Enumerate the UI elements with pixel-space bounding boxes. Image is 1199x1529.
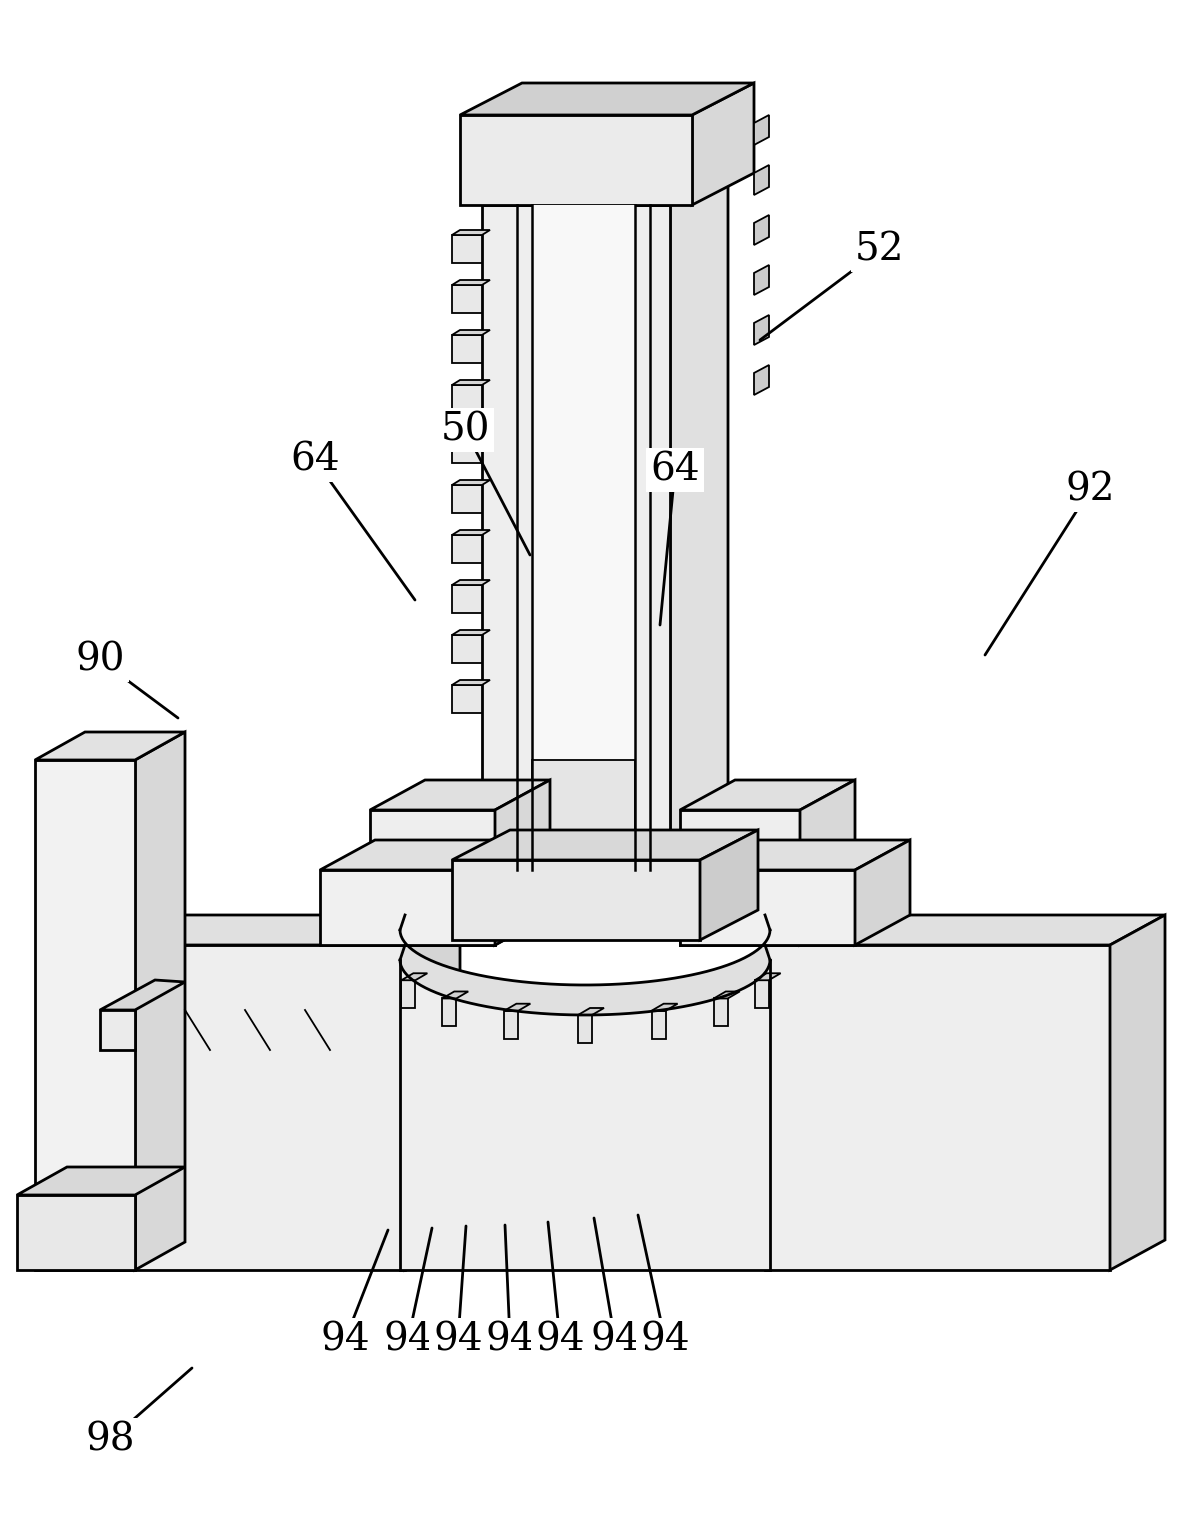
Polygon shape bbox=[35, 732, 185, 760]
Polygon shape bbox=[713, 991, 740, 998]
Polygon shape bbox=[651, 1011, 665, 1038]
Polygon shape bbox=[754, 365, 769, 394]
Polygon shape bbox=[754, 165, 769, 196]
Text: 94: 94 bbox=[384, 1321, 433, 1358]
Polygon shape bbox=[452, 685, 482, 713]
Polygon shape bbox=[651, 1003, 677, 1011]
Polygon shape bbox=[578, 1015, 592, 1043]
Text: 94: 94 bbox=[433, 1321, 483, 1358]
Polygon shape bbox=[754, 980, 769, 1008]
Text: 50: 50 bbox=[440, 411, 489, 448]
Polygon shape bbox=[402, 980, 415, 1008]
Polygon shape bbox=[452, 586, 482, 613]
Polygon shape bbox=[452, 381, 490, 385]
Polygon shape bbox=[452, 630, 490, 635]
Polygon shape bbox=[754, 115, 769, 145]
Text: 94: 94 bbox=[486, 1321, 535, 1358]
Polygon shape bbox=[754, 216, 769, 245]
Polygon shape bbox=[800, 780, 855, 945]
Polygon shape bbox=[442, 998, 457, 1026]
Polygon shape bbox=[482, 205, 670, 870]
Polygon shape bbox=[17, 1196, 135, 1271]
Polygon shape bbox=[17, 1167, 185, 1196]
Polygon shape bbox=[452, 485, 482, 514]
Polygon shape bbox=[532, 760, 635, 870]
Polygon shape bbox=[402, 974, 427, 980]
Polygon shape bbox=[452, 635, 482, 664]
Text: 98: 98 bbox=[85, 1422, 134, 1459]
Polygon shape bbox=[765, 945, 1110, 1271]
Polygon shape bbox=[482, 174, 728, 205]
Polygon shape bbox=[578, 1008, 604, 1015]
Polygon shape bbox=[320, 839, 550, 870]
Polygon shape bbox=[452, 430, 490, 434]
Polygon shape bbox=[532, 205, 635, 870]
Polygon shape bbox=[400, 930, 770, 1015]
Polygon shape bbox=[405, 914, 460, 1271]
Text: 94: 94 bbox=[590, 1321, 640, 1358]
Polygon shape bbox=[692, 83, 754, 205]
Polygon shape bbox=[495, 780, 550, 945]
Polygon shape bbox=[452, 280, 490, 284]
Polygon shape bbox=[754, 974, 781, 980]
Polygon shape bbox=[370, 810, 495, 945]
Polygon shape bbox=[35, 760, 135, 1271]
Polygon shape bbox=[855, 839, 910, 945]
Polygon shape bbox=[452, 859, 700, 940]
Polygon shape bbox=[400, 960, 770, 1271]
Polygon shape bbox=[460, 83, 754, 115]
Polygon shape bbox=[452, 480, 490, 485]
Polygon shape bbox=[100, 914, 460, 945]
Polygon shape bbox=[505, 1003, 530, 1011]
Text: 94: 94 bbox=[535, 1321, 585, 1358]
Polygon shape bbox=[680, 810, 800, 945]
Polygon shape bbox=[452, 330, 490, 335]
Polygon shape bbox=[700, 830, 758, 940]
Text: 90: 90 bbox=[76, 642, 125, 679]
Polygon shape bbox=[100, 945, 405, 1271]
Polygon shape bbox=[320, 870, 495, 945]
Polygon shape bbox=[452, 284, 482, 313]
Polygon shape bbox=[670, 174, 728, 870]
Text: 94: 94 bbox=[640, 1321, 689, 1358]
Polygon shape bbox=[452, 680, 490, 685]
Polygon shape bbox=[765, 914, 1165, 945]
Polygon shape bbox=[680, 780, 855, 810]
Text: 52: 52 bbox=[855, 231, 905, 269]
Polygon shape bbox=[505, 1011, 518, 1038]
Polygon shape bbox=[460, 115, 692, 205]
Polygon shape bbox=[452, 531, 490, 535]
Polygon shape bbox=[452, 235, 482, 263]
Polygon shape bbox=[680, 839, 910, 870]
Text: 64: 64 bbox=[650, 451, 700, 488]
Polygon shape bbox=[452, 434, 482, 463]
Polygon shape bbox=[680, 870, 855, 945]
Polygon shape bbox=[452, 229, 490, 235]
Polygon shape bbox=[370, 780, 550, 810]
Text: 92: 92 bbox=[1065, 471, 1115, 509]
Polygon shape bbox=[442, 991, 469, 998]
Polygon shape bbox=[452, 830, 758, 859]
Polygon shape bbox=[754, 265, 769, 295]
Text: 64: 64 bbox=[290, 442, 339, 479]
Polygon shape bbox=[100, 980, 185, 1011]
Polygon shape bbox=[452, 535, 482, 563]
Polygon shape bbox=[135, 732, 185, 1271]
Polygon shape bbox=[495, 839, 550, 945]
Polygon shape bbox=[452, 385, 482, 413]
Polygon shape bbox=[1110, 914, 1165, 1271]
Polygon shape bbox=[100, 1011, 135, 1050]
Polygon shape bbox=[452, 335, 482, 362]
Polygon shape bbox=[754, 315, 769, 346]
Text: 94: 94 bbox=[320, 1321, 369, 1358]
Polygon shape bbox=[452, 579, 490, 586]
Polygon shape bbox=[713, 998, 728, 1026]
